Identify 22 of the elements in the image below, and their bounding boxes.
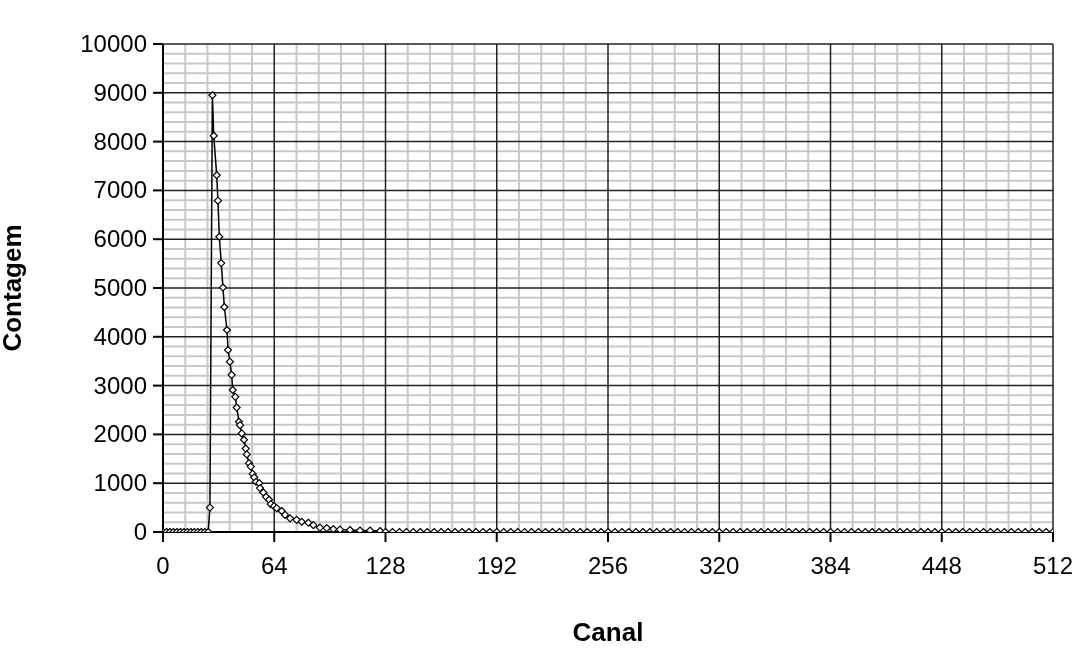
y-tick-label: 10000 [80, 30, 147, 57]
y-axis-title: Contagem [0, 224, 28, 352]
y-tick-label: 4000 [93, 322, 147, 350]
y-tick-label: 1000 [93, 469, 147, 497]
y-tick-label: 7000 [93, 176, 147, 204]
x-tick-label: 0 [156, 552, 170, 579]
y-tick-label: 3000 [93, 371, 147, 399]
x-tick-label: 64 [260, 552, 288, 579]
x-tick-label: 320 [699, 552, 740, 579]
y-tick-label: 6000 [93, 225, 147, 253]
y-tick-label: 8000 [93, 127, 147, 155]
x-tick-label: 384 [810, 552, 851, 579]
x-tick-label: 448 [921, 552, 962, 579]
x-tick-label: 192 [476, 552, 517, 579]
x-tick-label: 512 [1032, 552, 1074, 579]
x-axis-title: Canal [572, 617, 644, 647]
x-tick-label: 256 [587, 552, 629, 579]
y-tick-label: 5000 [93, 274, 147, 301]
y-tick-label: 0 [133, 518, 147, 545]
y-tick-label: 9000 [93, 78, 147, 106]
y-tick-label: 2000 [93, 420, 147, 448]
x-tick-label: 128 [365, 552, 406, 579]
